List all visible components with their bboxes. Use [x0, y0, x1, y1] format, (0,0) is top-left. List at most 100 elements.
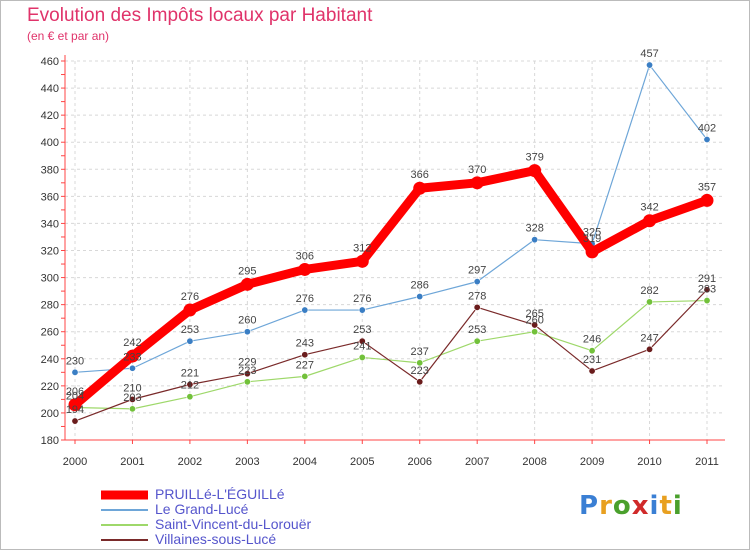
grid-lines — [65, 60, 725, 441]
data-point — [643, 214, 657, 228]
data-label: 230 — [66, 355, 84, 367]
logo-letter: i — [672, 491, 683, 521]
data-point — [71, 368, 79, 376]
data-label: 291 — [698, 273, 716, 285]
data-point — [470, 176, 484, 190]
y-tick-label: 360 — [41, 191, 59, 203]
data-point — [186, 381, 194, 389]
series-layer — [68, 61, 714, 425]
x-tick-label: 2008 — [522, 456, 546, 468]
data-label: 253 — [181, 324, 199, 336]
logo-letter: o — [612, 491, 632, 521]
y-tick-label: 220 — [41, 381, 59, 393]
data-point — [416, 378, 424, 386]
y-tick-label: 400 — [41, 137, 59, 149]
x-tick-label: 2000 — [63, 456, 87, 468]
data-label: 206 — [66, 386, 84, 398]
data-point — [243, 328, 251, 336]
data-point — [243, 370, 251, 378]
data-point — [71, 417, 79, 425]
data-point — [703, 297, 711, 305]
data-point — [68, 398, 82, 412]
data-label: 278 — [468, 290, 486, 302]
data-label: 319 — [583, 233, 601, 245]
x-tick-label: 2004 — [293, 456, 317, 468]
data-point — [358, 353, 366, 361]
data-point — [646, 345, 654, 353]
data-point — [125, 349, 139, 363]
data-label: 283 — [698, 284, 716, 296]
data-label: 306 — [296, 250, 314, 262]
data-label: 282 — [640, 285, 658, 297]
data-point — [240, 277, 254, 291]
data-label: 342 — [640, 202, 658, 214]
data-point — [531, 321, 539, 329]
legend-label-le-grand-luce: Le Grand-Lucé — [155, 501, 249, 517]
x-tick-label: 2005 — [350, 456, 374, 468]
data-point — [531, 236, 539, 244]
data-point — [473, 337, 481, 345]
data-label: 357 — [698, 181, 716, 193]
y-tick-label: 180 — [41, 435, 59, 447]
x-tick-label: 2001 — [120, 456, 144, 468]
x-tick-label: 2009 — [580, 456, 604, 468]
data-label: 243 — [296, 338, 314, 350]
data-label: 253 — [468, 324, 486, 336]
data-label: 204 — [66, 391, 84, 403]
data-label: 253 — [353, 324, 371, 336]
x-tick-label: 2010 — [637, 456, 661, 468]
proxiti-logo: Proxiti — [579, 491, 683, 521]
y-tick-label: 440 — [41, 83, 59, 95]
data-point — [298, 262, 312, 276]
data-point — [703, 286, 711, 294]
data-label: 210 — [123, 382, 141, 394]
data-point — [186, 393, 194, 401]
legend-swatch-le-grand-luce — [101, 508, 148, 511]
data-point — [528, 164, 542, 178]
x-tick-label: 2002 — [178, 456, 202, 468]
data-label: 260 — [525, 315, 543, 327]
data-label: 370 — [468, 164, 486, 176]
series-line-pruill-l-guill — [70, 166, 712, 410]
data-label: 203 — [123, 392, 141, 404]
y-tick-label: 320 — [41, 246, 59, 258]
legend-label-pruille: PRUILLé-L'ÉGUILLé — [155, 486, 285, 502]
data-label: 276 — [181, 291, 199, 303]
data-label: 221 — [181, 368, 199, 380]
data-label: 312 — [353, 242, 371, 254]
data-label: 260 — [238, 315, 256, 327]
legend-swatch-villaines — [101, 538, 148, 541]
data-point — [355, 254, 369, 268]
data-point — [358, 337, 366, 345]
data-point — [128, 395, 136, 403]
series-line-saint-vincent-du-lorou-r — [74, 299, 708, 410]
y-tick-label: 280 — [41, 300, 59, 312]
data-label: 194 — [66, 404, 84, 416]
data-point — [186, 337, 194, 345]
logo-letter: t — [659, 491, 673, 521]
y-tick-label: 240 — [41, 354, 59, 366]
x-tick-label: 2006 — [407, 456, 431, 468]
y-tick-label: 300 — [41, 273, 59, 285]
logo-letter: P — [579, 491, 600, 521]
data-label: 328 — [525, 223, 543, 235]
y-tick-label: 460 — [41, 56, 59, 68]
data-label: 212 — [181, 380, 199, 392]
legend-swatch-saint-vincent — [101, 523, 148, 526]
data-point — [588, 347, 596, 355]
data-point — [301, 372, 309, 380]
data-point — [358, 306, 366, 314]
data-label: 379 — [525, 152, 543, 164]
data-label: 231 — [583, 354, 601, 366]
chart-subtitle: (en € et par an) — [27, 29, 110, 43]
data-point — [531, 328, 539, 336]
data-label: 223 — [238, 365, 256, 377]
data-point — [473, 303, 481, 311]
axes: 180 200 220 240 260 280 300 320 340 360 380 400 420 4… — [41, 55, 725, 468]
y-tick-label: 420 — [41, 110, 59, 122]
data-label: 295 — [238, 265, 256, 277]
x-tick-label: 2003 — [235, 456, 259, 468]
